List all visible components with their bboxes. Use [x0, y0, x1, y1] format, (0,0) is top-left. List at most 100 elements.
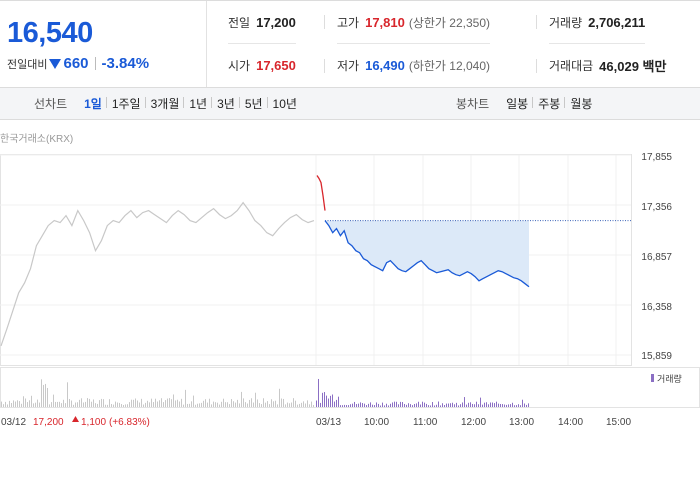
volume-bar [49, 404, 50, 407]
period-1y-button[interactable]: 1년 [183, 95, 212, 112]
volume-bar [446, 403, 447, 407]
volume-bar [340, 405, 341, 407]
volume-bar [506, 404, 507, 407]
grid [0, 154, 631, 365]
volume-bar [149, 402, 150, 407]
volume-bar [354, 401, 355, 407]
prev-close-value: 17,200 [256, 14, 296, 30]
volume-bar [15, 401, 16, 407]
volume-bar [71, 400, 72, 407]
volume-bar [163, 402, 164, 407]
volume-bar [279, 388, 280, 407]
candle-weekly-button[interactable]: 주봉 [532, 95, 565, 112]
volume-bar [434, 405, 435, 407]
volume-bar [388, 405, 389, 407]
volume-bar [245, 402, 246, 407]
volume-bar [137, 400, 138, 407]
volume-bar [414, 403, 415, 407]
volume-bar [29, 400, 30, 407]
prev-day-close: 17,200 [33, 417, 64, 428]
volume-bar [326, 395, 327, 407]
volume-bar [171, 399, 172, 407]
volume-bar [454, 404, 455, 407]
period-3m-button[interactable]: 3개월 [144, 95, 185, 112]
volume-legend-swatch [651, 374, 654, 382]
volume-bar [283, 398, 284, 407]
volume-bar [510, 404, 511, 407]
volume-bar [215, 402, 216, 407]
volume-bar [450, 403, 451, 407]
x-tick-label: 10:00 [364, 417, 389, 428]
price-chart[interactable]: 한국거래소(KRX) 17,855 17,356 16,857 16,358 1… [0, 121, 700, 490]
x-tick-label: 15:00 [606, 417, 631, 428]
period-10y-button[interactable]: 10년 [266, 95, 302, 112]
volume-bar [396, 401, 397, 407]
volume-bar [221, 401, 222, 407]
volume-bar [456, 402, 457, 407]
volume-value: 2,706,211 [588, 14, 646, 30]
volume-bar [187, 403, 188, 407]
volume-bar [177, 399, 178, 407]
period-5y-button[interactable]: 5년 [238, 95, 268, 112]
volume-bar [105, 404, 106, 407]
volume-bar [488, 404, 489, 407]
volume-bar [374, 405, 375, 407]
volume-bar [265, 402, 266, 407]
candle-daily-button[interactable]: 일봉 [506, 97, 529, 111]
volume-bar [143, 404, 144, 407]
candle-monthly-button[interactable]: 월봉 [564, 95, 597, 112]
volume-bar [486, 402, 487, 407]
volume-bar [412, 405, 413, 407]
period-1w-button[interactable]: 1주일 [105, 95, 146, 112]
volume-bar [45, 383, 46, 407]
volume-bar [9, 400, 10, 407]
current-price: 16,540 [7, 17, 93, 49]
candle-chart-periods: 봉차트 일봉 주봉 월봉 [456, 88, 597, 119]
volume-bar [191, 401, 192, 407]
volume-bar [185, 389, 186, 407]
volume-bar [233, 401, 234, 407]
volume-bar [380, 405, 381, 407]
volume-bar [13, 400, 14, 407]
period-1d-button[interactable]: 1일 [84, 97, 102, 111]
volume-bar [39, 402, 40, 407]
volume-bar [362, 403, 363, 407]
period-3y-button[interactable]: 3년 [211, 95, 240, 112]
volume-bar [376, 402, 377, 407]
volume-bar [25, 398, 26, 407]
volume-bar [31, 395, 32, 407]
volume-bar [115, 401, 116, 407]
prev-day-rate: (+6.83%) [109, 417, 150, 428]
volume-bar [424, 402, 425, 407]
volume-bar [464, 397, 465, 407]
volume-bar [448, 403, 449, 407]
volume-bar [360, 402, 361, 407]
x-tick-label: 14:00 [558, 417, 583, 428]
volume-bar [33, 403, 34, 407]
volume-bar [318, 378, 319, 407]
volume-bar [281, 398, 282, 407]
divider [94, 57, 96, 70]
volume-bar [89, 398, 90, 407]
x-tick-label: 13:00 [509, 417, 534, 428]
volume-bar [285, 404, 286, 407]
period-bar: 선차트 1일 1주일 3개월 1년 3년 5년 10년 봉차트 일봉 주봉 월봉 [0, 88, 700, 120]
volume-bar [41, 379, 42, 407]
volume-bar [420, 404, 421, 407]
volume-bar [524, 403, 525, 407]
line-chart-periods: 선차트 1일 1주일 3개월 1년 3년 5년 10년 [34, 88, 302, 119]
volume-bar [328, 398, 329, 407]
volume-bar [440, 405, 441, 407]
volume-bar [482, 404, 483, 407]
volume-bar [3, 404, 4, 407]
volume-bar [67, 382, 68, 407]
volume-bar [452, 402, 453, 407]
amount-cell: 거래대금 46,029 백만 [549, 44, 666, 87]
volume-bar [247, 403, 248, 407]
volume-bar [336, 399, 337, 407]
x-tick-label: 03/12 [1, 417, 26, 428]
volume-bar [468, 402, 469, 407]
volume-bar [291, 402, 292, 407]
volume-bar [173, 394, 174, 407]
volume-bar [528, 403, 529, 407]
